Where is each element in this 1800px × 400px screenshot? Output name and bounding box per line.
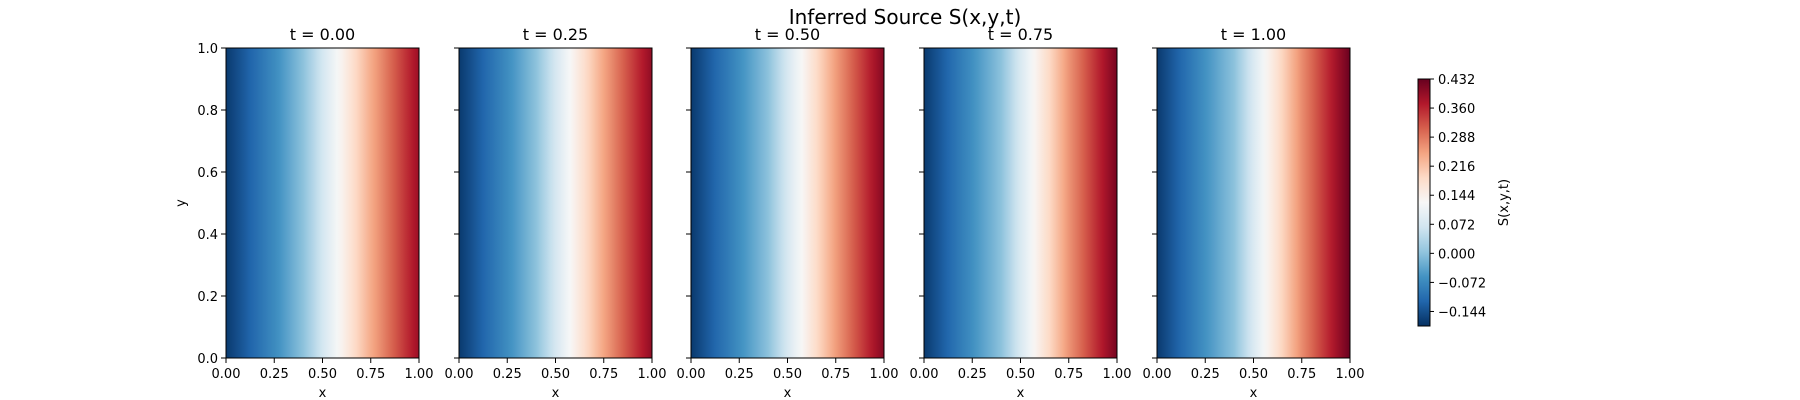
heatmap-field	[691, 48, 884, 358]
y-tick-label: 0.4	[197, 228, 218, 243]
x-tick-label: 0.75	[1054, 367, 1083, 382]
colorbar: −0.144 −0.072 0.000 0.072 0.144 0.216 0.288 0.3…	[1417, 73, 1512, 327]
y-tick-label: 1.0	[197, 42, 218, 57]
colorbar-tick-label: 0.216	[1438, 160, 1475, 175]
x-tick-label: 0.50	[1006, 367, 1035, 382]
x-tick-label: 0.75	[821, 367, 850, 382]
colorbar-tick-label: −0.072	[1438, 276, 1486, 291]
x-tick-label: 0.25	[493, 367, 522, 382]
panel-title: t = 0.25	[523, 25, 588, 44]
heatmap-panel: t = 0.00 0.00 0.25 0.50 0.75 1.00 x 0.0 0.2 0.4 0.…	[174, 25, 433, 400]
heatmap-field	[1157, 48, 1350, 358]
x-tick-label: 0.75	[589, 367, 618, 382]
x-axis-label: x	[552, 386, 560, 400]
x-tick-label: 0.50	[1239, 367, 1268, 382]
colorbar-tick-label: 0.000	[1438, 247, 1475, 262]
heatmap-panels: t = 0.00 0.00 0.25 0.50 0.75 1.00 x 0.0 0.2 0.4 0.…	[174, 25, 1364, 400]
x-tick-label: 1.00	[1103, 367, 1132, 382]
heatmap-field	[924, 48, 1117, 358]
colorbar-tick-label: 0.432	[1438, 73, 1475, 88]
y-axis-label: y	[174, 199, 189, 207]
y-tick-label: 0.6	[197, 166, 218, 181]
x-tick-label: 1.00	[1336, 367, 1365, 382]
heatmap-panel: t = 1.00 0.00 0.25 0.50 0.75 1.00 x	[1143, 25, 1365, 400]
y-tick-label: 0.2	[197, 290, 218, 305]
x-tick-label: 0.25	[958, 367, 987, 382]
x-axis-label: x	[1250, 386, 1258, 400]
heatmap-panel: t = 0.75 0.00 0.25 0.50 0.75 1.00 x	[910, 25, 1132, 400]
x-tick-label: 1.00	[405, 367, 434, 382]
panel-title: t = 0.50	[755, 25, 820, 44]
y-tick-label: 0.8	[197, 104, 218, 119]
x-tick-label: 0.50	[308, 367, 337, 382]
x-tick-label: 0.00	[212, 367, 241, 382]
x-tick-label: 0.00	[1143, 367, 1172, 382]
figure-title: Inferred Source S(x,y,t)	[789, 5, 1022, 29]
heatmap-field	[226, 48, 419, 358]
colorbar-tick-label: 0.360	[1438, 102, 1475, 117]
x-tick-label: 0.75	[1287, 367, 1316, 382]
heatmap-panel: t = 0.25 0.00 0.25 0.50 0.75 1.00 x	[445, 25, 667, 400]
colorbar-tick-label: −0.144	[1438, 305, 1486, 320]
x-tick-label: 0.00	[910, 367, 939, 382]
colorbar-label: S(x,y,t)	[1497, 179, 1512, 226]
panel-title: t = 0.00	[290, 25, 355, 44]
panel-title: t = 1.00	[1221, 25, 1286, 44]
x-axis-label: x	[1017, 386, 1025, 400]
x-tick-label: 0.00	[677, 367, 706, 382]
panel-title: t = 0.75	[988, 25, 1053, 44]
x-axis-label: x	[319, 386, 327, 400]
x-tick-label: 0.25	[725, 367, 754, 382]
x-tick-label: 0.00	[445, 367, 474, 382]
x-tick-label: 1.00	[638, 367, 667, 382]
x-tick-label: 0.50	[541, 367, 570, 382]
colorbar-tick-label: 0.072	[1438, 218, 1475, 233]
y-tick-label: 0.0	[197, 352, 218, 367]
x-tick-label: 0.25	[1191, 367, 1220, 382]
x-tick-label: 0.25	[260, 367, 289, 382]
heatmap-field	[459, 48, 652, 358]
x-tick-label: 0.50	[773, 367, 802, 382]
heatmap-panel: t = 0.50 0.00 0.25 0.50 0.75 1.00 x	[677, 25, 899, 400]
colorbar-tick-label: 0.144	[1438, 189, 1475, 204]
colorbar-gradient	[1417, 78, 1431, 327]
x-tick-label: 1.00	[870, 367, 899, 382]
colorbar-tick-label: 0.288	[1438, 131, 1475, 146]
x-axis-label: x	[784, 386, 792, 400]
x-tick-label: 0.75	[356, 367, 385, 382]
